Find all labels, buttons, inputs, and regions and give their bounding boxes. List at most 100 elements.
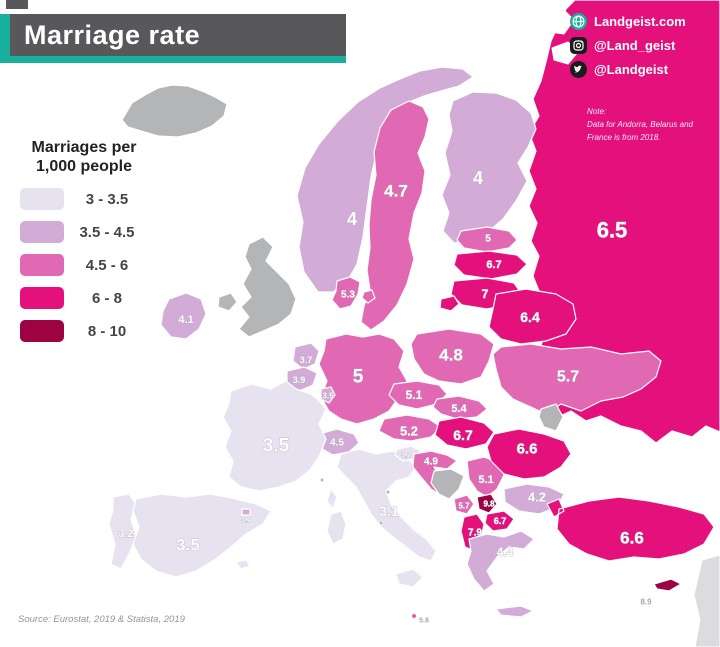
source-attribution: Source: Eurostat, 2019 & Statista, 2019 — [18, 614, 185, 625]
value-label-poland: 4.8 — [439, 346, 463, 365]
data-note: Note: Data for Andorra, Belarus and Fran… — [587, 106, 712, 144]
value-label-hungary: 6.7 — [453, 427, 473, 443]
value-label-bulgaria: 4.2 — [528, 490, 546, 505]
value-label-estonia: 5 — [485, 234, 491, 245]
value-label-belgium: 3.9 — [293, 375, 306, 385]
value-label-montenegro: 5.7 — [458, 502, 470, 511]
country-serbia — [466, 456, 505, 498]
value-label-albania: 7.9 — [468, 528, 482, 539]
country-luxembourg — [320, 386, 336, 404]
title-block: Marriage rate — [0, 14, 346, 63]
country-montenegro — [453, 494, 475, 515]
page-title: Marriage rate — [24, 19, 201, 50]
legend-row: 3 - 3.5 — [14, 188, 174, 211]
value-label-germany: 5 — [353, 367, 364, 388]
value-label-malta: 5.8 — [419, 618, 429, 625]
value-label-ireland: 4.1 — [178, 314, 193, 326]
country-moldova — [538, 403, 564, 432]
value-label-lithuania: 7 — [482, 287, 489, 301]
title-corner-chip — [6, 0, 28, 9]
country-sweden — [360, 100, 430, 331]
country-macedonia — [484, 510, 515, 532]
branding-instagram: @Land_geist — [570, 36, 720, 54]
country-ireland — [160, 292, 207, 340]
country-germany — [318, 333, 408, 425]
value-label-kosovo: 9.8 — [483, 500, 495, 509]
note-line: France is from 2018. — [587, 132, 661, 142]
country-marker-san_marino — [385, 489, 391, 495]
country-ukraine — [492, 343, 662, 415]
country-andorra — [241, 508, 251, 516]
legend-row: 4.5 - 6 — [14, 254, 174, 277]
value-label-macedonia: 6.7 — [494, 516, 507, 526]
country-austria — [378, 414, 442, 442]
landmass-levant — [693, 554, 720, 647]
country-denmark — [331, 276, 376, 310]
country-marker-malta — [411, 613, 417, 619]
value-label-switzerland: 4.5 — [330, 438, 344, 449]
value-label-cyprus: 8.9 — [640, 598, 652, 607]
country-iceland — [121, 84, 228, 138]
value-label-denmark: 5.3 — [341, 290, 355, 301]
value-label-romania: 6.6 — [517, 441, 538, 458]
country-belarus — [488, 288, 577, 345]
country-marker-monaco — [319, 477, 325, 483]
legend-swatch — [20, 254, 64, 277]
website-label: Landgeist.com — [594, 13, 686, 29]
value-label-belarus: 6.4 — [520, 309, 540, 325]
value-label-russia: 6.5 — [597, 218, 628, 243]
country-spain — [132, 493, 272, 578]
twitter-icon — [570, 60, 587, 78]
country-netherlands — [292, 342, 320, 370]
branding-twitter: @Landgeist — [570, 60, 720, 78]
legend-swatch — [20, 188, 64, 211]
legend-swatch — [20, 320, 64, 343]
branding: Landgeist.com @Land_geist @Landgeist — [570, 12, 720, 84]
twitter-label: @Landgeist — [594, 61, 669, 77]
value-label-luxembourg: 3.5 — [322, 392, 334, 401]
country-finland — [441, 91, 537, 244]
value-label-italy: 3.1 — [379, 503, 399, 519]
globe-icon — [570, 12, 587, 30]
sea-inlet — [547, 9, 575, 35]
value-label-austria: 5.2 — [400, 424, 418, 439]
country-kaliningrad — [439, 295, 460, 312]
value-label-andorra: 3.9 — [241, 518, 251, 525]
value-label-turkey: 6.6 — [620, 529, 644, 548]
value-label-france: 3.5 — [263, 436, 290, 457]
country-france — [222, 380, 338, 510]
value-label-sweden: 4.7 — [384, 182, 408, 201]
value-label-finland: 4 — [473, 168, 483, 188]
note-line: Data for Andorra, Belarus and — [587, 119, 693, 129]
country-latvia — [453, 250, 528, 280]
legend: Marriages per 1,000 people 3 - 3.5 3.5 -… — [14, 138, 174, 353]
country-poland — [410, 328, 495, 385]
country-bosnia — [430, 468, 465, 500]
value-label-greece: 4.4 — [497, 545, 514, 559]
country-romania — [486, 428, 572, 480]
value-label-slovakia: 5.4 — [451, 403, 467, 415]
country-kosovo — [476, 493, 498, 514]
value-label-spain: 3.5 — [176, 536, 200, 555]
legend-swatch — [20, 221, 64, 244]
legend-row: 6 - 8 — [14, 287, 174, 310]
note-line: Note: — [587, 107, 607, 116]
country-estonia — [456, 226, 518, 253]
instagram-icon — [570, 36, 587, 54]
legend-title: Marriages per 1,000 people — [31, 139, 137, 176]
value-label-latvia: 6.7 — [486, 259, 501, 271]
title-bar: Marriage rate — [10, 14, 346, 56]
country-greece — [466, 530, 535, 618]
value-label-portugal: 3.2 — [118, 528, 133, 540]
legend-swatch — [20, 287, 64, 310]
country-marker-vatican — [378, 520, 384, 526]
value-label-slovenia: 3.2 — [401, 453, 411, 460]
value-label-serbia: 5.1 — [478, 474, 493, 486]
country-hungary — [434, 416, 495, 450]
value-label-netherlands: 3.7 — [300, 355, 313, 365]
country-norway — [296, 66, 474, 293]
value-label-croatia: 4.9 — [424, 457, 438, 468]
value-label-norway: 4 — [347, 209, 357, 229]
